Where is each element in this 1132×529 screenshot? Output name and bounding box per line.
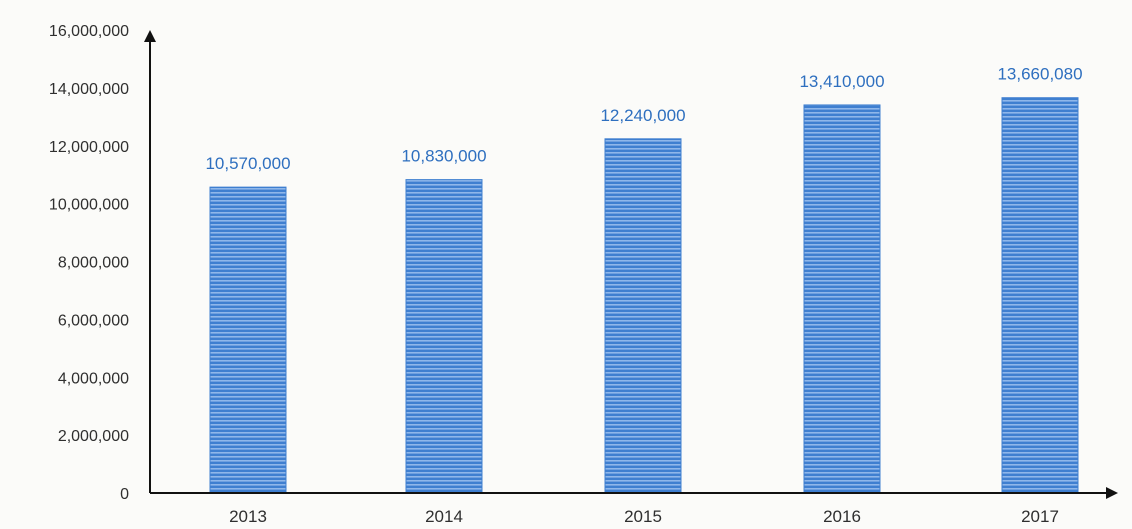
y-axis-ticks: 0 2,000,000 4,000,000 6,000,000 8,000,000 10,… xyxy=(49,23,129,503)
x-tick-label: 2017 xyxy=(1021,507,1059,526)
y-tick-label: 6,000,000 xyxy=(58,312,129,329)
y-tick-label: 2,000,000 xyxy=(58,428,129,445)
y-axis-arrow-icon xyxy=(144,30,156,42)
data-label: 13,660,080 xyxy=(997,65,1082,84)
y-tick-label: 16,000,000 xyxy=(49,23,129,40)
data-label: 12,240,000 xyxy=(600,106,685,125)
x-tick-label: 2013 xyxy=(229,507,267,526)
bar-2015 xyxy=(604,138,682,494)
x-axis-ticks: 2013 2014 2015 2016 2017 xyxy=(229,507,1059,526)
y-tick-label: 12,000,000 xyxy=(49,139,129,156)
bar-2016 xyxy=(803,104,881,494)
data-label: 10,570,000 xyxy=(205,154,290,173)
bar-2013 xyxy=(209,186,287,494)
data-labels: 10,570,000 10,830,000 12,240,000 13,410,000… xyxy=(205,65,1082,173)
axes xyxy=(144,30,1118,499)
y-tick-label: 10,000,000 xyxy=(49,197,129,214)
bars xyxy=(209,97,1079,494)
bar-2014 xyxy=(405,179,483,494)
bar-2017 xyxy=(1001,97,1079,494)
y-tick-label: 4,000,000 xyxy=(58,370,129,387)
data-label: 13,410,000 xyxy=(799,72,884,91)
y-tick-label: 8,000,000 xyxy=(58,255,129,272)
x-axis-arrow-icon xyxy=(1106,487,1118,499)
x-tick-label: 2016 xyxy=(823,507,861,526)
y-tick-label: 14,000,000 xyxy=(49,81,129,98)
data-label: 10,830,000 xyxy=(401,147,486,166)
x-tick-label: 2015 xyxy=(624,507,662,526)
y-tick-label: 0 xyxy=(120,486,129,503)
x-tick-label: 2014 xyxy=(425,507,463,526)
